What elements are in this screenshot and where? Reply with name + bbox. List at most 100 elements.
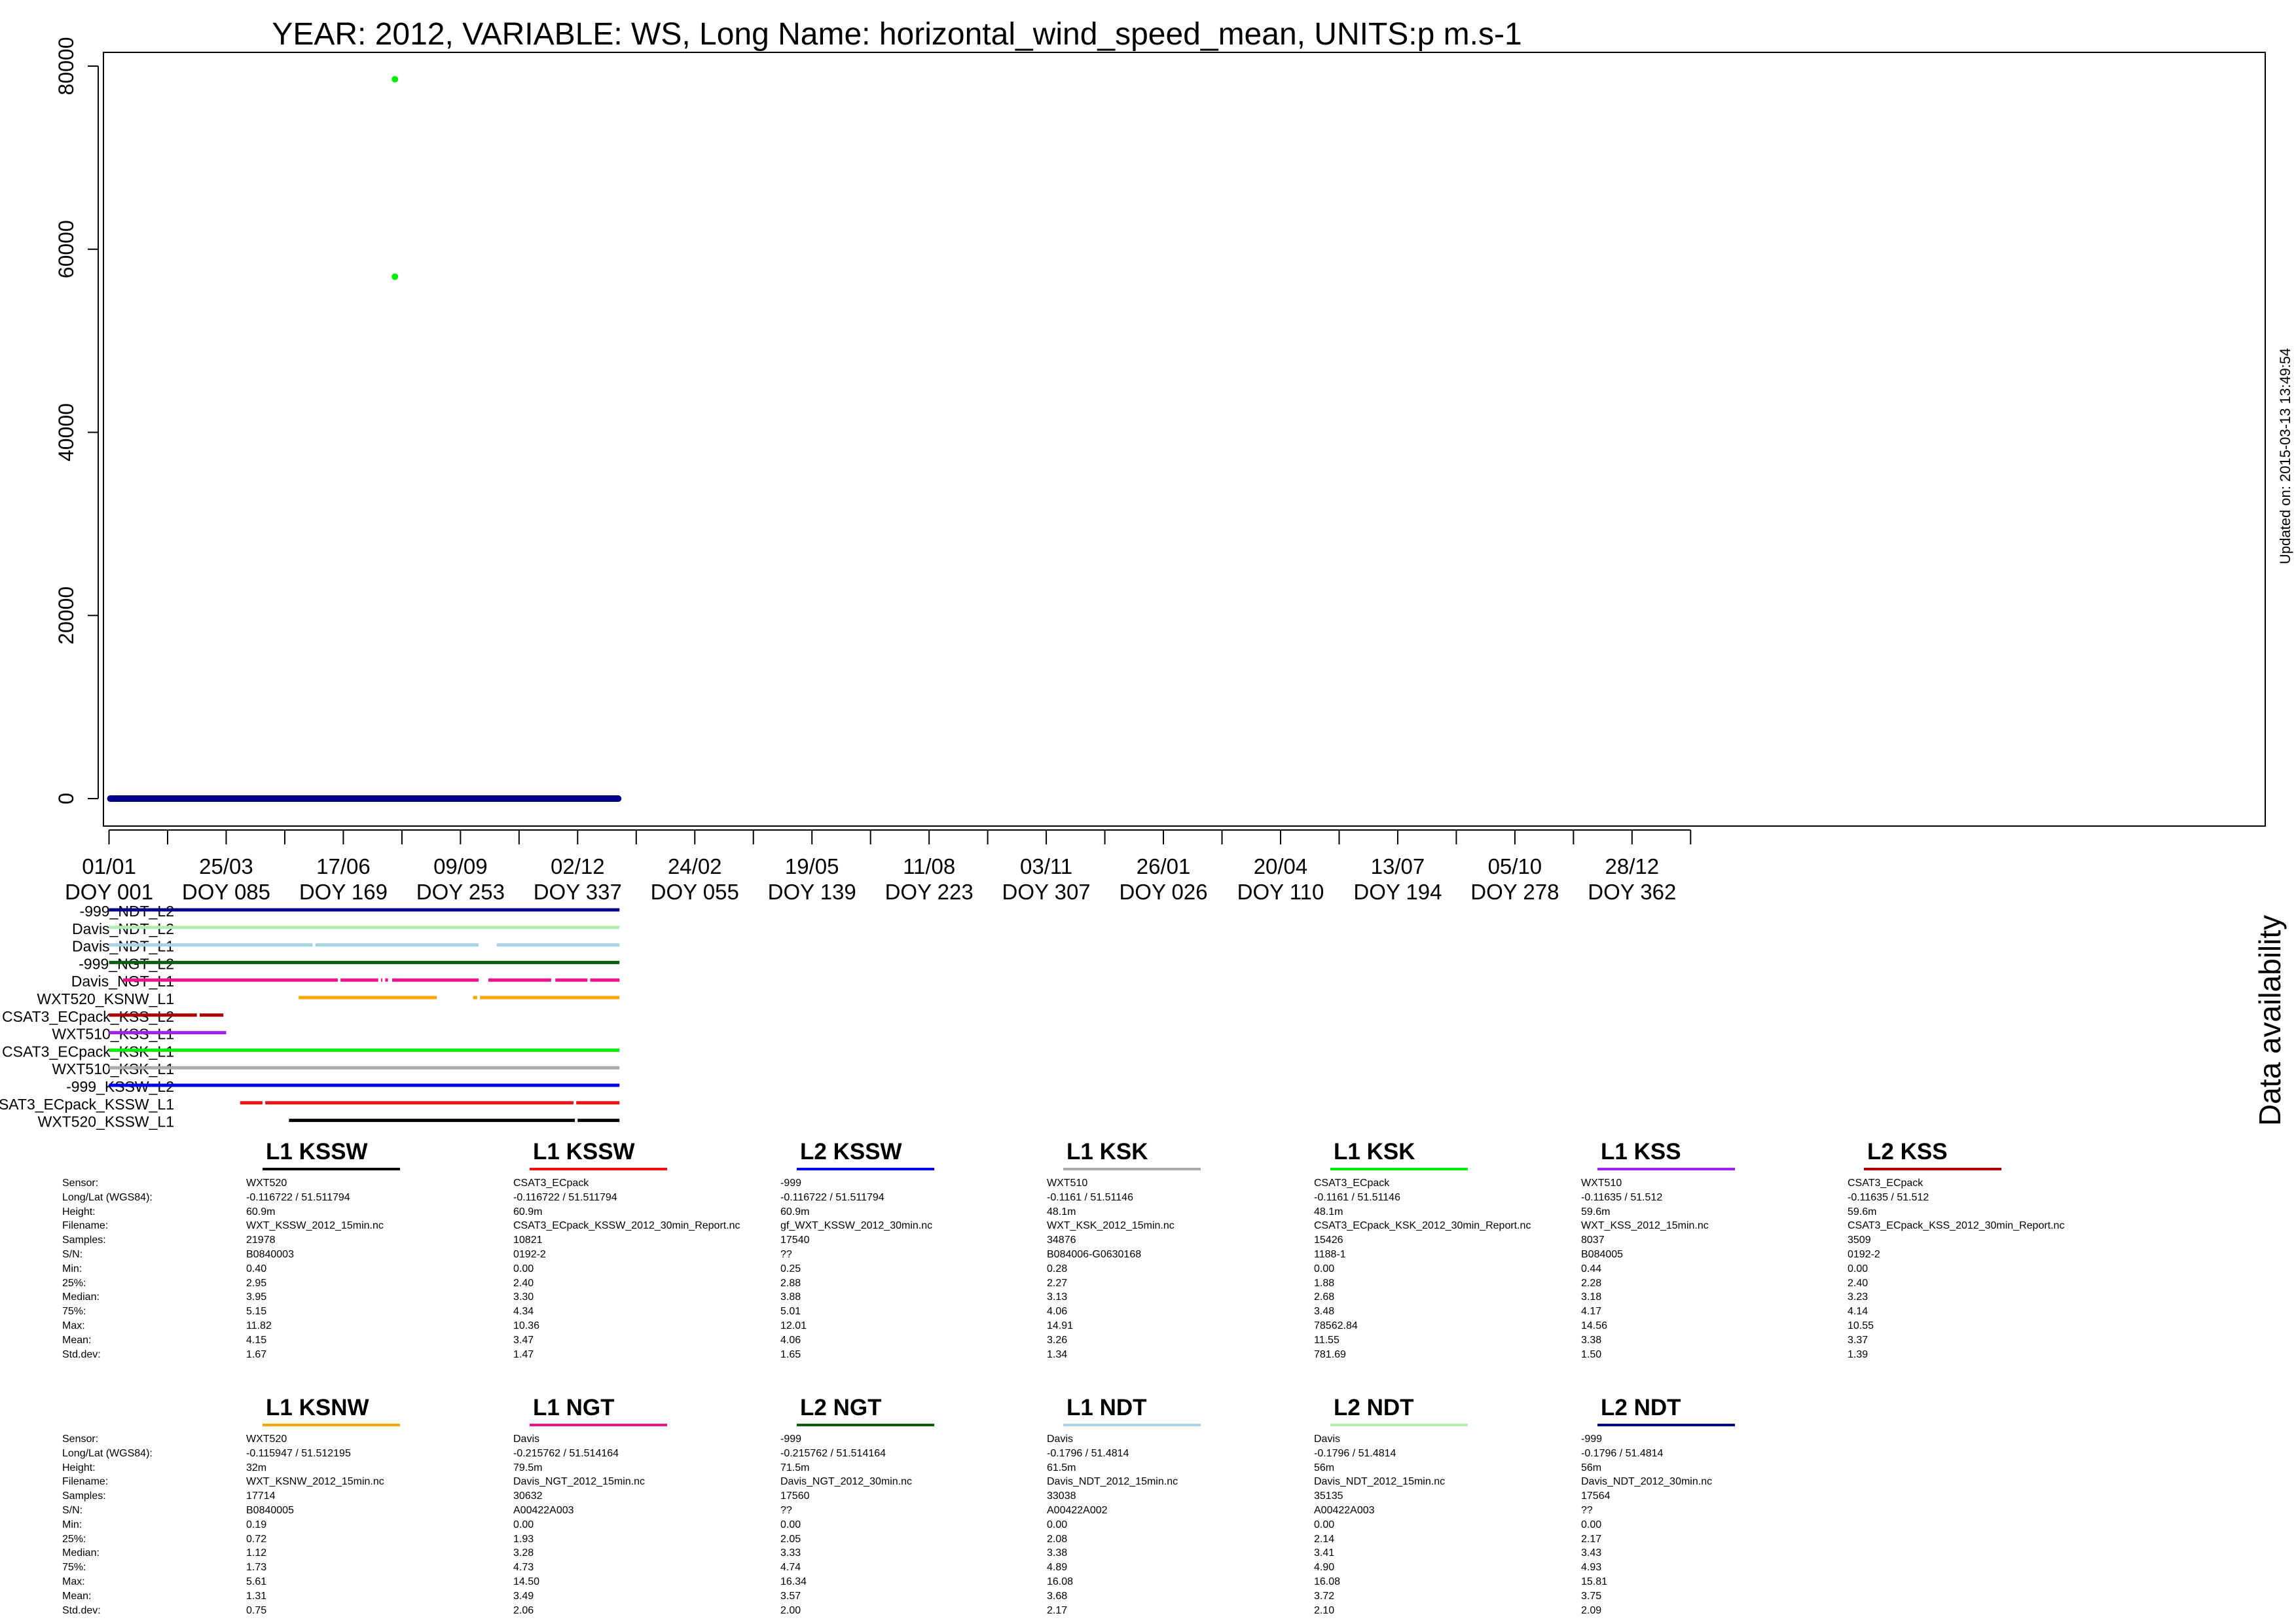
stats-value: 2.68 <box>1314 1291 1335 1303</box>
x-tick-doy-label: DOY 307 <box>1002 880 1091 904</box>
x-tick-doy-label: DOY 110 <box>1237 880 1324 904</box>
availability-row-label: WXT520_KSSW_L1 <box>38 1113 174 1130</box>
stats-value: 2.08 <box>1047 1533 1068 1545</box>
stats-column-title: L2 KSSW <box>800 1139 902 1164</box>
x-tick-date-label: 13/07 <box>1371 854 1425 878</box>
stats-row-label: Filename: <box>62 1220 109 1232</box>
stats-value: -0.116722 / 51.511794 <box>513 1191 617 1203</box>
stats-value: 2.40 <box>1848 1277 1868 1289</box>
stats-value: 1.47 <box>513 1348 534 1360</box>
stats-value: 14.50 <box>513 1576 540 1587</box>
plot-frame <box>103 52 2266 827</box>
updated-timestamp: Updated on: 2015-03-13 13:49:54 <box>2277 348 2293 564</box>
stats-value: 2.40 <box>513 1277 534 1289</box>
stats-value: 59.6m <box>1848 1206 1877 1218</box>
stats-value: 4.34 <box>513 1306 534 1318</box>
y-tick-label: 60000 <box>54 220 78 278</box>
stats-value: 3.26 <box>1047 1334 1068 1346</box>
y-tick-label: 80000 <box>54 37 78 95</box>
x-tick-date-label: 03/11 <box>1020 854 1072 878</box>
stats-row-label: S/N: <box>62 1504 83 1516</box>
stats-column-values: CSAT3_ECpack -0.116722 / 51.511794 60.9m CS… <box>513 1176 740 1362</box>
availability-row-label: CSAT3_ECpack_KSSW_L1 <box>0 1096 174 1113</box>
stats-value: -0.11635 / 51.512 <box>1581 1191 1663 1203</box>
stats-value: 48.1m <box>1047 1206 1076 1218</box>
stats-value: 4.73 <box>513 1562 534 1574</box>
stats-value: 15.81 <box>1581 1576 1608 1587</box>
stats-row-labels: Sensor: Long/Lat (WGS84): Height: Filename:… <box>62 1432 153 1617</box>
stats-value: 3.18 <box>1581 1291 1602 1303</box>
stats-value: 3.75 <box>1581 1590 1602 1602</box>
stats-row-label: Long/Lat (WGS84): <box>62 1447 153 1459</box>
stats-value: A00422A002 <box>1047 1504 1108 1516</box>
stats-value: 3.95 <box>246 1291 267 1303</box>
stats-column-values: WXT510 -0.11635 / 51.512 59.6m WXT_KSS_2012… <box>1581 1176 1709 1362</box>
stats-value: 16.08 <box>1314 1576 1341 1587</box>
stats-value: CSAT3_ECpack <box>1848 1178 1923 1189</box>
x-tick-doy-label: DOY 139 <box>768 880 856 904</box>
stats-value: 5.61 <box>246 1576 267 1587</box>
stats-value: 5.15 <box>246 1306 267 1318</box>
stats-value: 1.39 <box>1848 1348 1868 1360</box>
stats-column-title: L1 NDT <box>1066 1395 1147 1420</box>
stats-value: -999 <box>1581 1434 1603 1445</box>
x-tick-doy-label: DOY 169 <box>299 880 388 904</box>
stats-value: 0.00 <box>1314 1519 1335 1530</box>
stats-value: 0.00 <box>780 1519 801 1530</box>
stats-row-label: 75%: <box>62 1562 86 1574</box>
stats-column-color-line <box>1864 1168 2001 1170</box>
stats-value: 0.44 <box>1581 1263 1602 1274</box>
stats-row-label: Mean: <box>62 1590 92 1602</box>
stats-value: 8037 <box>1581 1235 1605 1246</box>
x-tick-date-label: 20/04 <box>1254 854 1308 878</box>
stats-column-title: L1 NGT <box>533 1395 615 1420</box>
stats-column-title: L1 KSNW <box>266 1395 369 1420</box>
stats-row-label: Sensor: <box>62 1178 99 1189</box>
stats-column-title: L2 KSS <box>1867 1139 1948 1164</box>
stats-value: 56m <box>1314 1462 1335 1473</box>
stats-value: 1188-1 <box>1314 1248 1346 1260</box>
stats-value: 60.9m <box>246 1206 276 1218</box>
stats-value: -0.215762 / 51.514164 <box>780 1447 886 1459</box>
stats-value: WXT520 <box>246 1178 287 1189</box>
stats-column-color-line <box>1597 1168 1735 1170</box>
stats-value: 0192-2 <box>1848 1248 1880 1260</box>
stats-value: -0.1161 / 51.51146 <box>1314 1191 1400 1203</box>
stats-value: WXT510 <box>1581 1178 1622 1189</box>
stats-value: Davis <box>1047 1434 1074 1445</box>
stats-row-label: Std.dev: <box>62 1604 101 1616</box>
x-tick-doy-label: DOY 362 <box>1588 880 1676 904</box>
stats-value: CSAT3_ECpack_KSS_2012_30min_Report.nc <box>1848 1220 2065 1232</box>
stats-value: 60.9m <box>780 1206 810 1218</box>
stats-value: WXT_KSSW_2012_15min.nc <box>246 1220 384 1232</box>
stats-value: 2.09 <box>1581 1604 1602 1616</box>
stats-value: 1.12 <box>246 1547 267 1559</box>
stats-value: 0.00 <box>1047 1519 1068 1530</box>
stats-value: 781.69 <box>1314 1348 1346 1360</box>
stats-value: 35135 <box>1314 1490 1343 1502</box>
stats-value: 2.05 <box>780 1533 801 1545</box>
stats-row-label: Sensor: <box>62 1434 99 1445</box>
stats-value: 34876 <box>1047 1235 1076 1246</box>
stats-row-label: Samples: <box>62 1490 106 1502</box>
stats-value: 0.00 <box>1581 1519 1602 1530</box>
stats-value: -0.116722 / 51.511794 <box>780 1191 884 1203</box>
stats-value: 1.34 <box>1047 1348 1068 1360</box>
stats-row-label: Max: <box>62 1576 85 1587</box>
y-tick-label: 0 <box>54 793 78 804</box>
stats-value: 3.28 <box>513 1547 534 1559</box>
stats-column-color-line <box>797 1168 934 1170</box>
stats-value: 3.43 <box>1581 1547 1602 1559</box>
stats-value: 17714 <box>246 1490 276 1502</box>
stats-value: B0840005 <box>246 1504 294 1516</box>
stats-value: 0.72 <box>246 1533 267 1545</box>
stats-value: Davis_NDT_2012_15min.nc <box>1047 1476 1178 1488</box>
stats-value: 0.40 <box>246 1263 267 1274</box>
x-tick-date-label: 05/10 <box>1488 854 1542 878</box>
stats-value: 3.57 <box>780 1590 801 1602</box>
stats-value: 1.93 <box>513 1533 534 1545</box>
x-tick-doy-label: DOY 026 <box>1119 880 1207 904</box>
availability-axis-label: Data availability <box>2253 914 2287 1126</box>
stats-value: Davis_NGT_2012_15min.nc <box>513 1476 645 1488</box>
stats-column-values: CSAT3_ECpack -0.11635 / 51.512 59.6m CSAT3_… <box>1848 1176 2064 1362</box>
